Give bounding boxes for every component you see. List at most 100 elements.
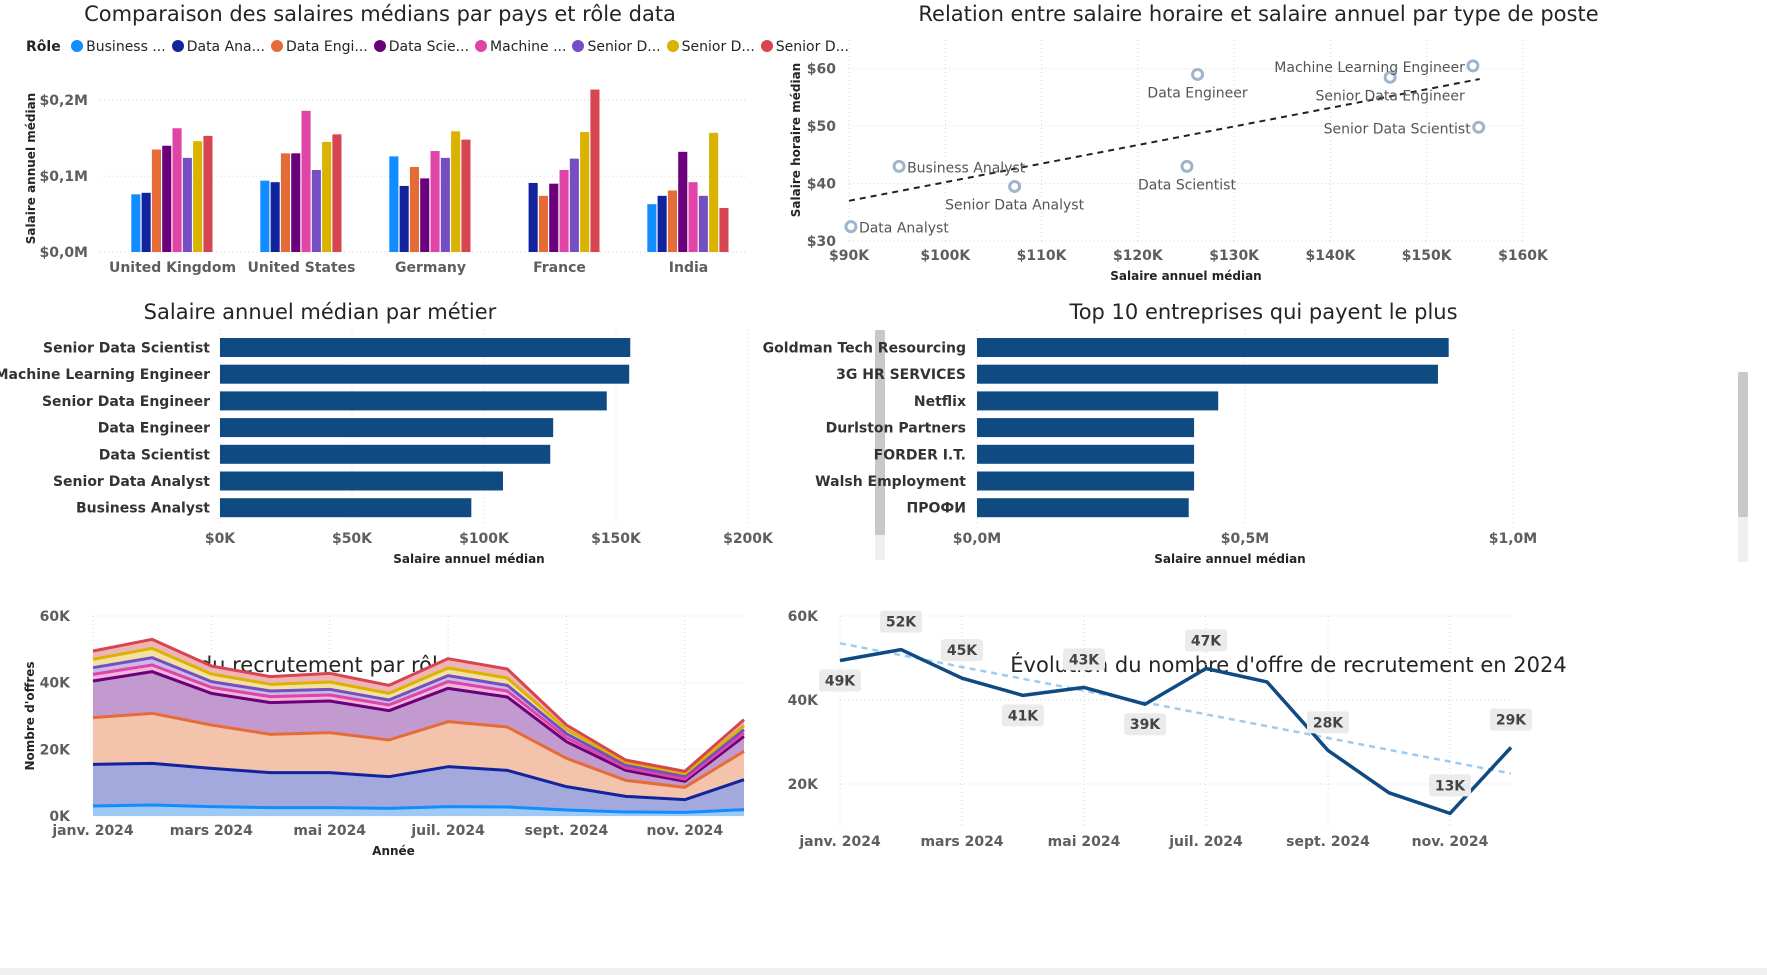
- legend-item[interactable]: Data Scie...: [373, 39, 470, 55]
- bar: [399, 185, 409, 252]
- x-tick-label: $120K: [1113, 248, 1164, 264]
- legend-item[interactable]: Senior D...: [760, 39, 849, 55]
- trend-line: [839, 642, 1512, 775]
- bar: [220, 471, 504, 491]
- category-label: Business Analyst: [76, 501, 210, 517]
- x-tick-label: juil. 2024: [1168, 834, 1243, 850]
- bar: [580, 132, 590, 252]
- x-tick-label: nov. 2024: [646, 823, 723, 839]
- bar: [590, 89, 600, 253]
- legend-swatch: [760, 40, 773, 52]
- legend-label: Data Ana...: [186, 39, 265, 55]
- bar: [688, 182, 698, 252]
- scatter-point: [1466, 59, 1480, 73]
- category-label: Goldman Tech Resourcing: [763, 341, 966, 357]
- y-tick-label: $0,0M: [40, 245, 88, 261]
- y-tick-label: 60K: [788, 609, 819, 625]
- x-tick-label: $200K: [723, 531, 774, 547]
- y-tick-label: $40: [807, 177, 836, 193]
- series-line: [92, 670, 745, 783]
- bar: [719, 207, 729, 252]
- bar: [698, 195, 708, 252]
- legend-label: Business ...: [86, 39, 166, 55]
- legend-item[interactable]: Senior D...: [572, 39, 661, 55]
- x-axis-label: Année: [372, 844, 415, 858]
- x-axis-label: Salaire annuel médian: [1110, 269, 1261, 283]
- data-label-background: [1490, 708, 1532, 731]
- series-line: [92, 646, 745, 776]
- scrollbar-thumb[interactable]: [1738, 372, 1748, 517]
- scatter-point: [1383, 70, 1397, 84]
- data-label: 41K: [1008, 708, 1039, 724]
- x-tick-label: France: [533, 260, 586, 276]
- point-label: Data Analyst: [859, 221, 949, 237]
- x-axis-label: Salaire annuel médian: [393, 552, 544, 566]
- bar: [420, 178, 430, 252]
- y-tick-label: 40K: [40, 676, 71, 692]
- category-label: Walsh Employment: [815, 474, 966, 490]
- category-label: Senior Data Analyst: [53, 474, 210, 490]
- series-line: [92, 663, 745, 781]
- bar: [977, 418, 1195, 438]
- scrollbar-thumb[interactable]: [875, 330, 885, 535]
- y-tick-label: $0,2M: [40, 93, 88, 109]
- bar: [182, 157, 192, 252]
- bar: [461, 139, 471, 252]
- legend-title: Rôle: [26, 39, 61, 55]
- legend-item[interactable]: Senior D...: [666, 39, 755, 55]
- data-label-background: [1002, 704, 1044, 727]
- point-label: Senior Data Engineer: [1315, 88, 1465, 104]
- x-tick-label: nov. 2024: [1412, 834, 1489, 850]
- bar: [332, 134, 342, 252]
- scatter-point: [1472, 120, 1486, 134]
- data-label: 39K: [1130, 717, 1161, 733]
- bar: [322, 141, 332, 252]
- chart-salary-by-job: $0K $50K $100K $150K $200K Senior Data Scient…: [0, 330, 774, 566]
- data-label-background: [1307, 711, 1349, 734]
- category-label: Netflix: [914, 394, 966, 410]
- legend-swatch: [666, 40, 679, 52]
- chart-title: Salaire annuel médian par métier: [143, 300, 497, 324]
- x-tick-label: $130K: [1209, 248, 1260, 264]
- legend-item[interactable]: Data Ana...: [171, 39, 265, 55]
- data-label: 28K: [1313, 715, 1344, 731]
- category-label: 3G HR SERVICES: [836, 367, 966, 383]
- bar: [451, 131, 461, 252]
- point-label: Data Engineer: [1147, 85, 1247, 101]
- legend-swatch: [270, 40, 283, 52]
- scatter-point: [844, 220, 858, 234]
- legend-item[interactable]: Data Engi...: [270, 39, 368, 55]
- x-tick-label: Germany: [395, 260, 466, 276]
- category-label: Machine Learning Engineer: [0, 367, 210, 383]
- bar: [220, 444, 551, 464]
- scatter-point: [1191, 67, 1205, 81]
- bar: [260, 180, 270, 252]
- chart-top-companies: $0,0M $0,5M $1,0M Goldman Tech Resourcing 3G…: [763, 330, 1537, 566]
- legend-item[interactable]: Machine ...: [475, 39, 566, 55]
- bar: [440, 157, 450, 252]
- x-tick-label: $0K: [205, 531, 236, 547]
- category-label: Senior Data Engineer: [42, 394, 210, 410]
- data-label: 13K: [1435, 778, 1466, 794]
- point-label: Machine Learning Engineer: [1274, 60, 1465, 76]
- category-label: Data Engineer: [98, 421, 210, 437]
- chart-recruitment-by-role: 0K 20K 40K 60K janv. 2024 mars 2024 mai 2024 ju…: [23, 609, 745, 858]
- legend-label: Data Scie...: [388, 39, 470, 55]
- bar: [193, 141, 203, 252]
- y-axis-label: Salaire annuel médian: [24, 93, 38, 244]
- legend-swatch: [373, 40, 386, 52]
- chart-title: Relation entre salaire horaire et salair…: [918, 2, 1599, 26]
- x-tick-label: $160K: [1498, 248, 1549, 264]
- bar: [131, 194, 141, 252]
- data-label-background: [819, 669, 861, 692]
- data-label-background: [1124, 713, 1166, 736]
- x-tick-label: janv. 2024: [798, 834, 881, 850]
- y-axis-label: Salaire horaire médian: [789, 63, 803, 217]
- area-band: [93, 763, 744, 813]
- legend-item[interactable]: Business ...: [71, 39, 166, 55]
- bar: [291, 153, 301, 252]
- data-label: 47K: [1191, 634, 1222, 650]
- bar: [220, 498, 472, 518]
- panel-country-role-salaries: Comparaison des salaires médians par pay…: [0, 0, 880, 300]
